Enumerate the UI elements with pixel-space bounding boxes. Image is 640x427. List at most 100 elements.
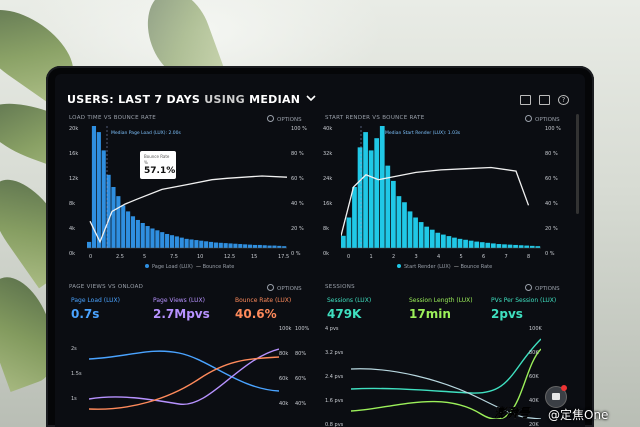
bar bbox=[446, 236, 452, 248]
y-tick-label: 4k bbox=[69, 226, 76, 232]
y-tick-label: 1s bbox=[71, 396, 77, 402]
dashboard-screen: USERS: LAST 7 DAYS USING MEDIAN ? LOAD T… bbox=[55, 74, 585, 427]
chart-legend: Page Load (LUX) — Bounce Rate bbox=[145, 264, 234, 270]
bar bbox=[385, 165, 391, 248]
y-tick-label: 40% bbox=[295, 401, 307, 407]
chat-button[interactable] bbox=[545, 385, 567, 408]
options-label: OPTIONS bbox=[535, 117, 560, 123]
page-title[interactable]: USERS: LAST 7 DAYS USING MEDIAN bbox=[67, 93, 317, 106]
bar bbox=[91, 126, 97, 248]
y-tick-label: 1.5s bbox=[71, 371, 82, 377]
gear-icon bbox=[525, 115, 532, 122]
bar bbox=[199, 240, 204, 248]
bar bbox=[479, 242, 485, 248]
bar bbox=[87, 241, 92, 248]
bar bbox=[155, 230, 160, 248]
y-tick-label: 12k bbox=[69, 176, 79, 182]
gear-icon bbox=[267, 115, 274, 122]
bounce-rate-line bbox=[89, 356, 279, 410]
panel-title-sessions: SESSIONS bbox=[325, 284, 355, 290]
y-tick-label: 40 % bbox=[291, 201, 304, 207]
bar bbox=[165, 233, 170, 248]
y-tick-label: 60 % bbox=[291, 176, 304, 182]
y-tick-label: 20 % bbox=[291, 226, 304, 232]
bar bbox=[474, 241, 480, 248]
y-tick-label: 2s bbox=[71, 346, 77, 352]
bar bbox=[368, 150, 374, 248]
bar bbox=[252, 244, 257, 248]
bar bbox=[518, 245, 524, 248]
y-tick-label: 80k bbox=[279, 351, 289, 357]
image-icon[interactable] bbox=[539, 95, 550, 105]
bar bbox=[374, 138, 380, 248]
kpi-value: 2.7Mpvs bbox=[153, 307, 210, 321]
x-tick-label: 17.5 bbox=[278, 254, 290, 260]
bar bbox=[160, 232, 165, 248]
options-button[interactable]: OPTIONS bbox=[267, 284, 302, 292]
bar bbox=[513, 244, 518, 248]
page-load-line bbox=[89, 350, 279, 392]
gear-icon bbox=[525, 284, 532, 291]
pvs-per-session-line bbox=[351, 368, 541, 419]
kpi-label: Page Views (LUX) bbox=[153, 297, 205, 304]
tooltip-label: Bounce Rate bbox=[144, 154, 170, 159]
options-label: OPTIONS bbox=[277, 117, 302, 123]
bar bbox=[257, 244, 262, 248]
x-tick-label: 5 bbox=[459, 254, 463, 260]
y-tick-label: 80 % bbox=[291, 151, 304, 157]
y-tick-label: 16k bbox=[69, 151, 79, 157]
bar bbox=[121, 205, 126, 248]
tooltip-value: 57.1% bbox=[144, 166, 176, 176]
bar bbox=[277, 245, 282, 248]
scrollbar[interactable] bbox=[576, 114, 579, 214]
bar bbox=[238, 244, 243, 248]
legend-page-load: Page Load (LUX) bbox=[152, 264, 193, 270]
y-tick-label: 20K bbox=[529, 422, 539, 427]
bar bbox=[101, 150, 106, 248]
kpi-label: Session Length (LUX) bbox=[409, 297, 473, 304]
y-tick-label: 0 % bbox=[291, 251, 301, 257]
x-tick-label: 6 bbox=[482, 254, 486, 260]
x-tick-label: 3 bbox=[414, 254, 418, 260]
y-tick-label: 4 pvs bbox=[325, 326, 339, 332]
bar bbox=[507, 244, 513, 248]
y-tick-label: 8k bbox=[323, 226, 330, 232]
bar bbox=[208, 241, 214, 248]
bar bbox=[213, 242, 218, 248]
bar bbox=[502, 244, 507, 248]
kpi-value: 40.6% bbox=[235, 307, 277, 321]
bar bbox=[379, 126, 385, 248]
kpi-value: 479K bbox=[327, 307, 362, 321]
options-button[interactable]: OPTIONS bbox=[525, 115, 560, 123]
start-render-chart bbox=[341, 126, 541, 249]
kpi-value: 2pvs bbox=[491, 307, 523, 321]
x-tick-label: 4 bbox=[437, 254, 441, 260]
bar bbox=[189, 239, 194, 248]
y-tick-label: 0.8 pvs bbox=[325, 422, 344, 427]
x-tick-label: 0 bbox=[89, 254, 93, 260]
help-icon[interactable]: ? bbox=[558, 95, 569, 105]
y-tick-label: 24k bbox=[323, 176, 333, 182]
kpi-label: Bounce Rate (LUX) bbox=[235, 297, 292, 304]
y-tick-label: 100 % bbox=[291, 126, 307, 132]
x-tick-label: 12.5 bbox=[224, 254, 236, 260]
bar bbox=[262, 245, 267, 248]
bar bbox=[106, 174, 111, 248]
bar bbox=[535, 246, 541, 248]
options-button[interactable]: OPTIONS bbox=[525, 284, 560, 292]
legend-line-icon: — bbox=[196, 264, 201, 270]
bar bbox=[223, 243, 228, 248]
chevron-down-icon[interactable] bbox=[306, 95, 317, 102]
page-views-line bbox=[89, 348, 279, 405]
tooltip: Bounce Rate % 57.1% bbox=[140, 151, 176, 179]
bounce-rate-curve bbox=[89, 175, 287, 244]
options-button[interactable]: OPTIONS bbox=[267, 115, 302, 123]
y-tick-label: 100 % bbox=[545, 126, 561, 132]
options-label: OPTIONS bbox=[277, 286, 302, 292]
bar bbox=[352, 187, 357, 248]
sessions-line bbox=[351, 338, 541, 394]
legend-start-render: Start Render (LUX) bbox=[404, 264, 451, 270]
title-metric: MEDIAN bbox=[249, 93, 301, 106]
monitor-icon[interactable] bbox=[520, 95, 531, 105]
bar bbox=[233, 243, 238, 248]
